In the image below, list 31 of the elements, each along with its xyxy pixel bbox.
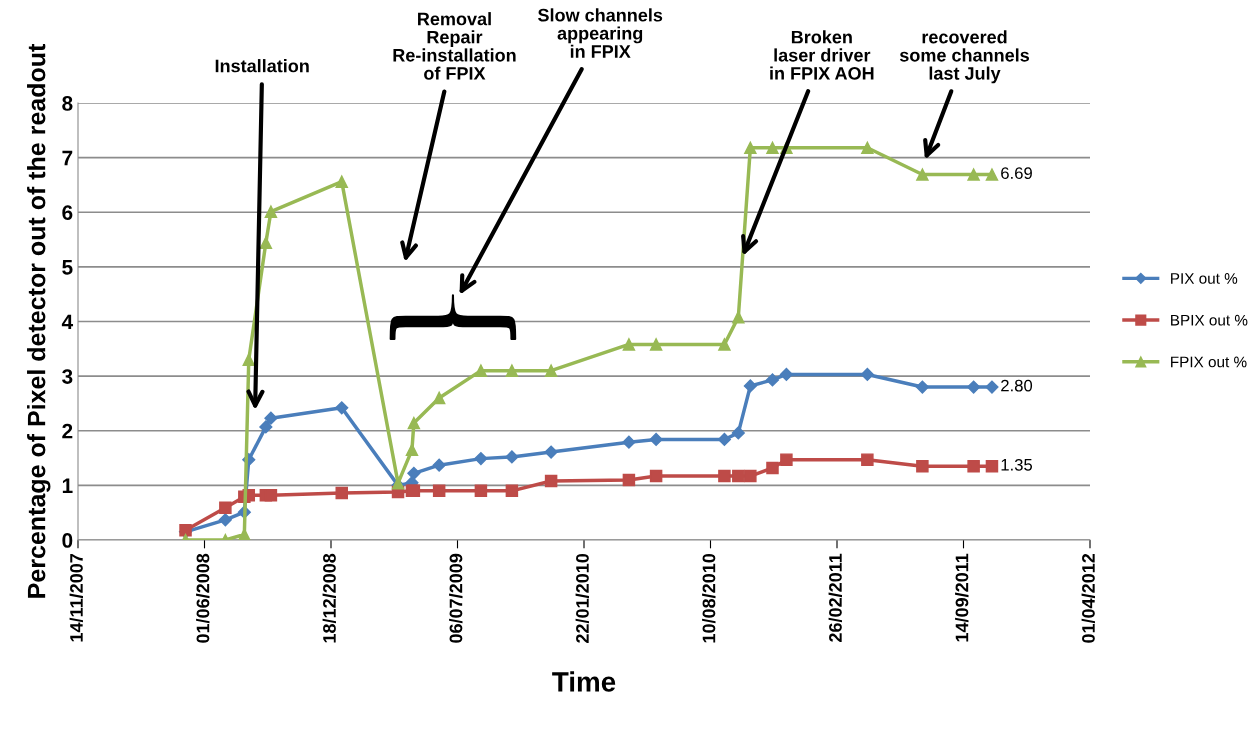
- data-label: 1.35: [1001, 458, 1033, 471]
- text: recovered some channels last July: [899, 30, 1029, 84]
- y-tick-label: 0: [62, 533, 73, 548]
- x-tick-label: 22/01/2010: [575, 553, 590, 643]
- legend-label: BPIX out %: [1171, 314, 1248, 326]
- data-label: 6.69: [1001, 167, 1032, 180]
- y-tick-label: 2: [62, 423, 73, 439]
- x-tick-label: 14/09/2011: [955, 553, 969, 642]
- y-tick-label: 4: [61, 314, 74, 330]
- y-tick-label: 3: [62, 369, 73, 384]
- x-tick-label: 01/06/2008: [196, 553, 210, 643]
- annotation: Broken laser driver in FPIX AOH: [770, 30, 874, 80]
- x-tick-label: 14/11/2007: [69, 553, 84, 642]
- x-tick-label: 01/04/2012: [1081, 553, 1096, 643]
- data-label: 2.80: [1001, 379, 1033, 392]
- y-tick-label: 1: [62, 478, 73, 493]
- y-tick-label: 6: [62, 205, 73, 220]
- y-tick-label: 5: [62, 260, 73, 275]
- x-axis-title: Time: [552, 671, 616, 692]
- x-tick-label: 18/12/2008: [322, 553, 337, 643]
- y-tick-label: 8: [62, 96, 73, 111]
- text: Removal Repair Re-installation of FPIX: [393, 12, 516, 80]
- x-tick-label: 06/07/2009: [449, 553, 463, 643]
- text: Slow channels appearing in FPIX: [538, 8, 663, 58]
- y-tick-label: 7: [62, 150, 73, 166]
- legend-label: FPIX out %: [1171, 356, 1247, 368]
- y-axis-title: Percentage of Pixel detector out of the readout: [27, 43, 51, 598]
- legend-label: PIX out %: [1171, 273, 1238, 284]
- x-tick-label: 26/02/2011: [828, 553, 843, 642]
- text: Installation: [215, 59, 309, 73]
- x-tick-label: 10/08/2010: [702, 553, 716, 643]
